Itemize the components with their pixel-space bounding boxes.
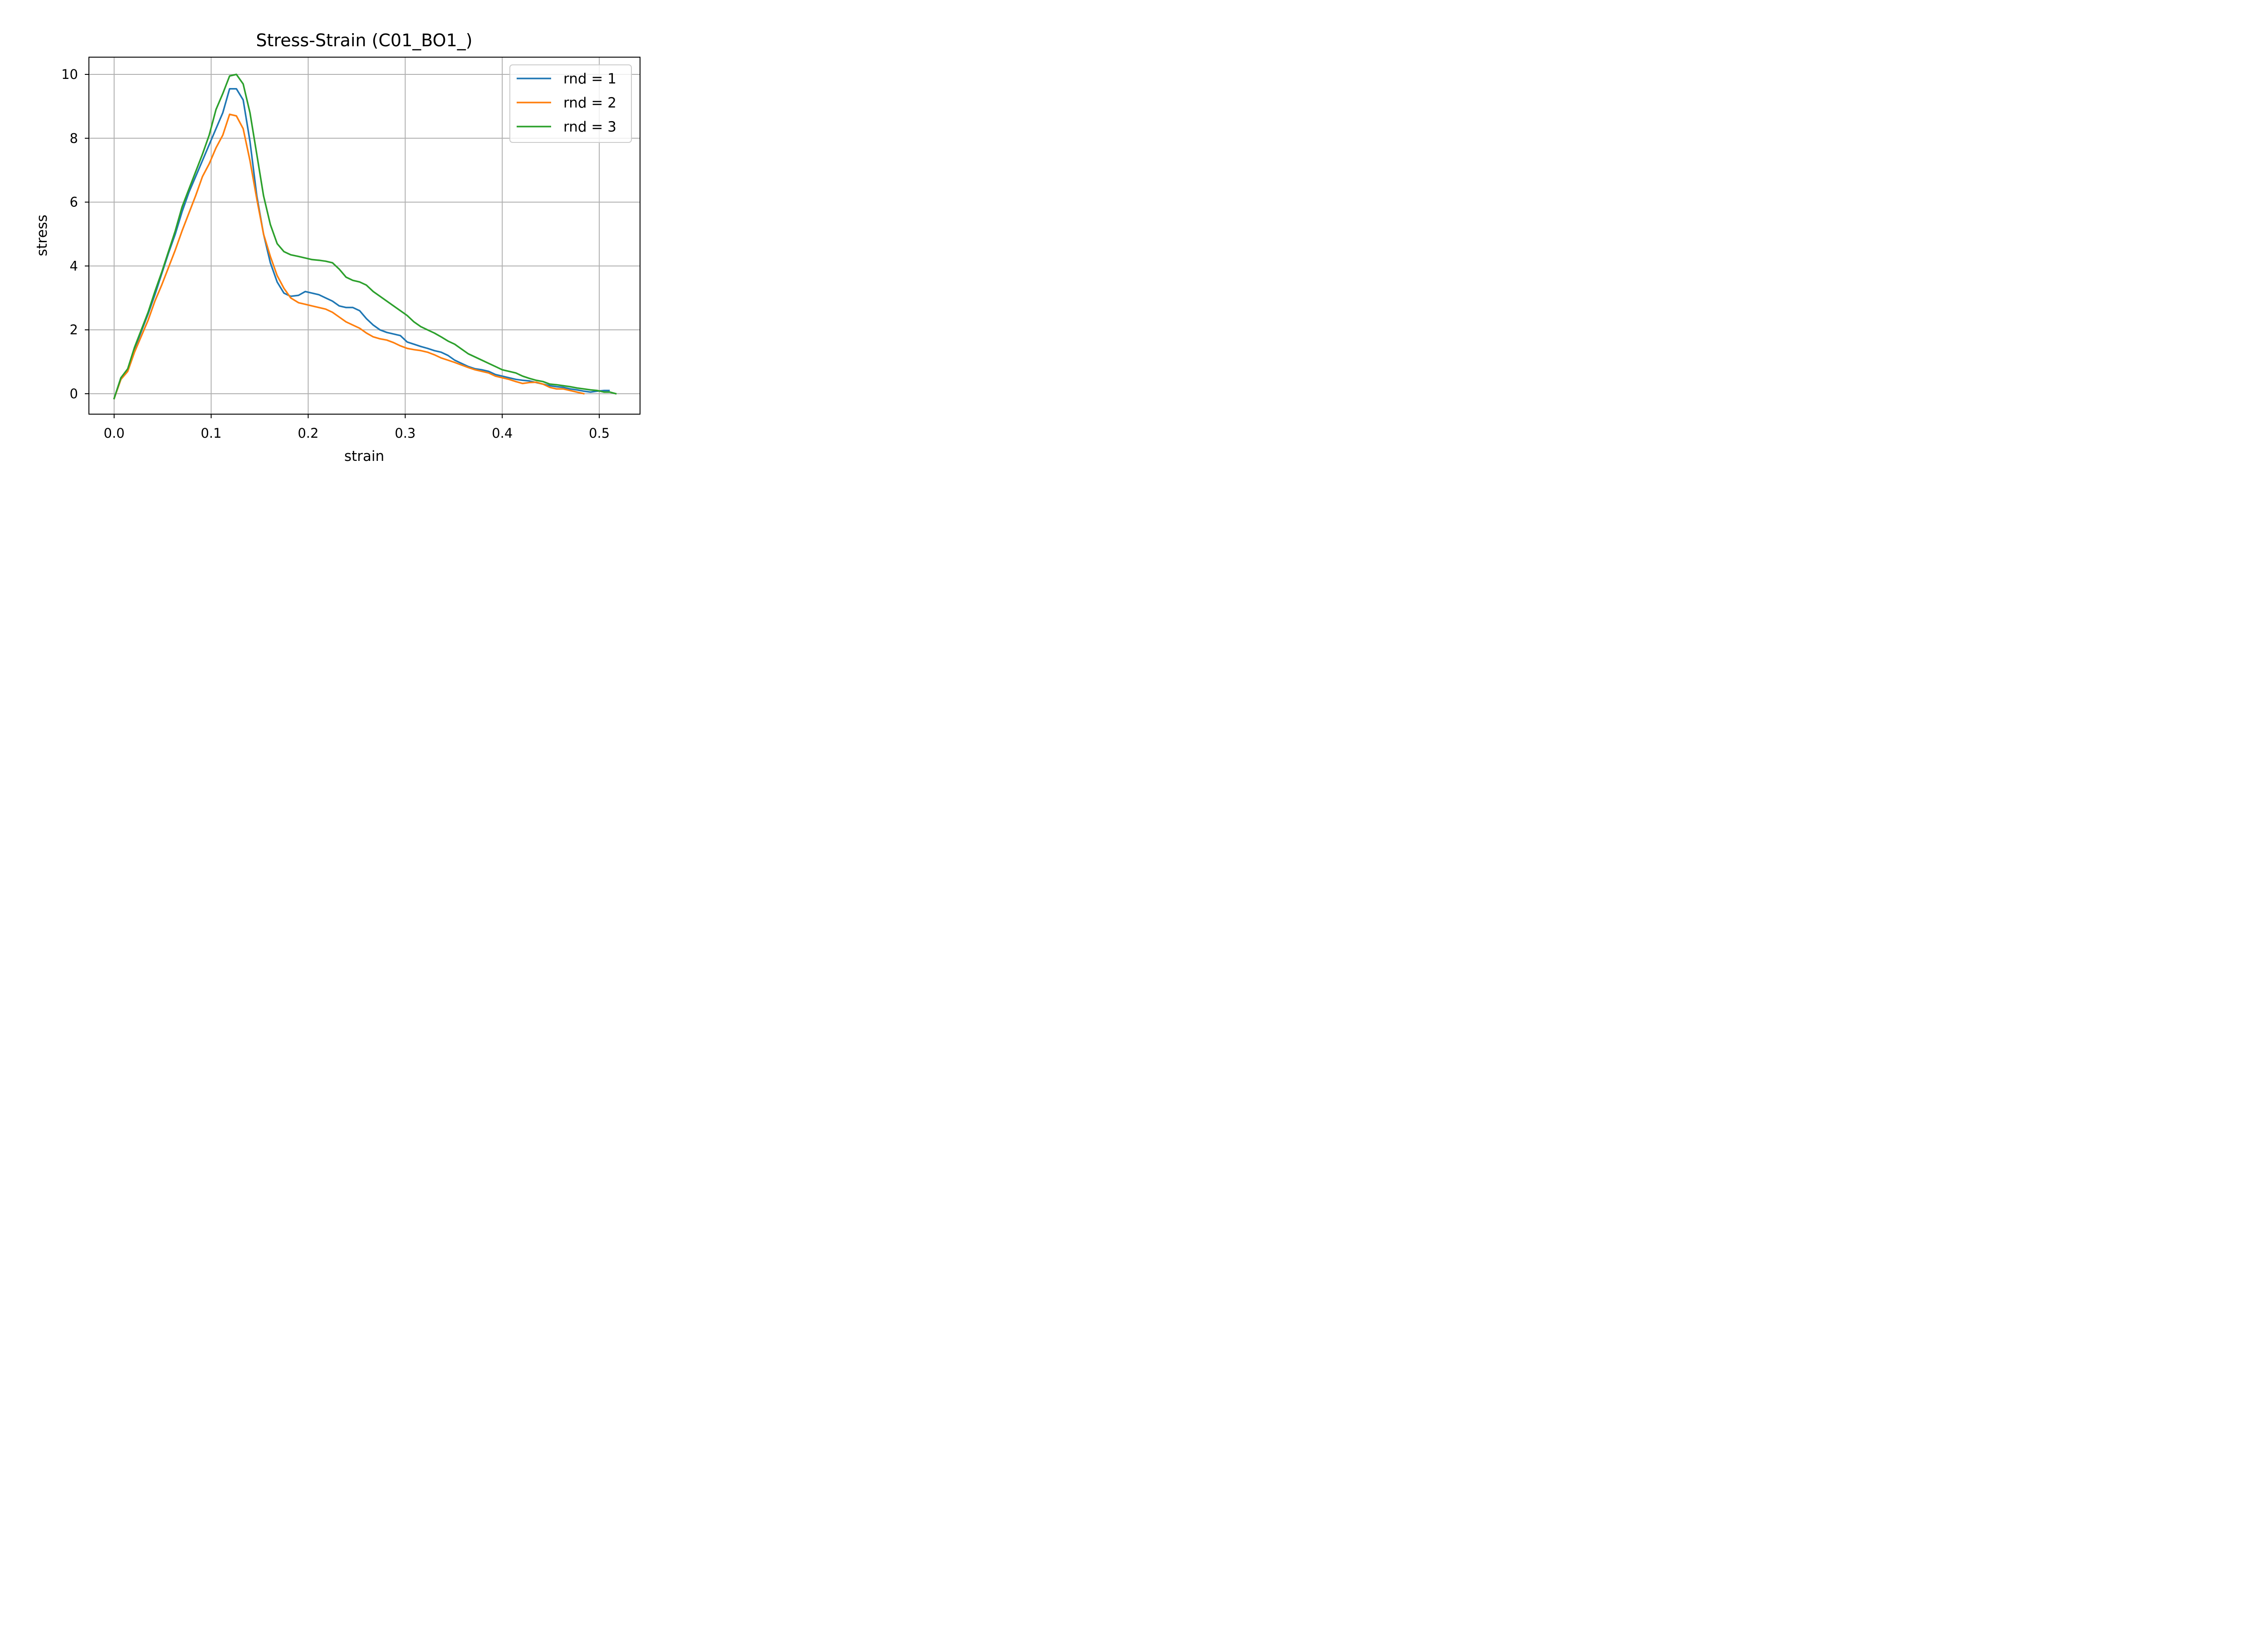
y-tick-label: 6 <box>70 195 78 210</box>
legend-label-rnd-3: rnd = 3 <box>563 119 616 135</box>
legend-box <box>509 64 632 143</box>
y-tick-label: 4 <box>70 258 78 274</box>
series-lines <box>113 73 617 400</box>
y-tick-label: 10 <box>61 67 78 82</box>
x-axis-ticks: 0.0 0.1 0.2 0.3 0.4 0.5 <box>104 414 610 441</box>
x-tick-label: 0.2 <box>298 425 318 441</box>
x-tick-label: 0.1 <box>200 425 221 441</box>
legend-label-rnd-2: rnd = 2 <box>563 95 616 111</box>
series-line-rnd-1 <box>113 88 610 400</box>
y-axis-label: stress <box>34 215 50 256</box>
x-tick-label: 0.5 <box>589 425 610 441</box>
x-tick-label: 0.0 <box>104 425 125 441</box>
y-tick-label: 2 <box>70 322 78 337</box>
x-tick-label: 0.3 <box>395 425 415 441</box>
y-tick-label: 8 <box>70 131 78 146</box>
y-axis-ticks: 0 2 4 6 8 10 <box>61 67 89 401</box>
plot-frame <box>88 57 640 415</box>
x-axis-label: strain <box>344 448 384 464</box>
y-tick-label: 0 <box>70 386 78 401</box>
x-tick-label: 0.4 <box>492 425 513 441</box>
series-line-rnd-3 <box>113 73 617 400</box>
legend: rnd = 1 rnd = 2 rnd = 3 <box>509 64 632 143</box>
chart-title: Stress-Strain (C01_BO1_) <box>256 30 472 50</box>
legend-label-rnd-1: rnd = 1 <box>563 71 616 87</box>
stress-strain-chart: Stress-Strain (C01_BO1_) 0.0 0.1 0.2 0.3 0.4… <box>0 0 701 467</box>
series-line-rnd-2 <box>113 113 585 400</box>
